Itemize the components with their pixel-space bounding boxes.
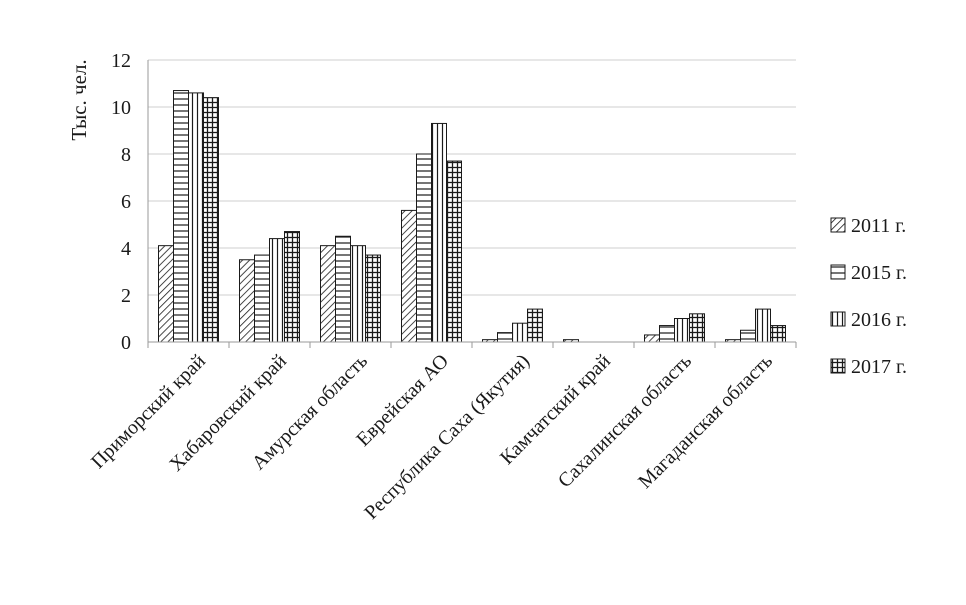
y-axis-label: Тыс. чел. <box>67 59 91 140</box>
y-tick-label: 12 <box>111 50 131 72</box>
bar-2011-2 <box>320 245 336 343</box>
legend: 2011 г. 2015 г. 2016 г. 2017 г. <box>830 215 907 378</box>
bar-2016-3 <box>431 122 447 343</box>
bar-2015-2 <box>335 235 351 343</box>
bar-2015-3 <box>416 153 432 343</box>
bar-2011-1 <box>239 259 255 343</box>
y-tick-label: 4 <box>121 238 131 260</box>
bar-2017-7 <box>770 325 786 343</box>
legend-swatch <box>830 264 846 280</box>
bar-2011-3 <box>401 209 417 343</box>
bar-2015-1 <box>254 254 270 343</box>
bar-2016-7 <box>755 308 771 343</box>
bars <box>158 90 786 343</box>
y-tick-label: 0 <box>121 332 131 354</box>
bar-2017-3 <box>446 160 462 343</box>
y-tick-label: 8 <box>121 144 131 166</box>
bar-2016-4 <box>512 322 528 343</box>
bar-2016-0 <box>188 92 204 343</box>
legend-label: 2011 г. <box>851 215 906 237</box>
bar-2017-1 <box>284 231 300 343</box>
legend-swatch <box>830 217 846 233</box>
legend-swatch <box>830 358 846 374</box>
y-tick-label: 10 <box>111 97 131 119</box>
legend-swatch <box>830 311 846 327</box>
gridlines <box>148 59 796 296</box>
bar-2017-2 <box>365 254 381 343</box>
bar-2016-1 <box>269 238 285 343</box>
y-tick-labels: 0 2 4 6 8 10 12 <box>111 50 131 354</box>
bar-2015-6 <box>659 325 675 343</box>
bar-2017-0 <box>203 97 219 343</box>
bar-2015-7 <box>740 329 756 343</box>
bar-2015-0 <box>173 90 189 343</box>
bar-2016-2 <box>350 245 366 343</box>
category-label: Сахалинская область <box>554 350 696 492</box>
legend-label: 2015 г. <box>851 262 907 284</box>
bar-2017-4 <box>527 308 543 343</box>
bar-2011-0 <box>158 245 174 343</box>
legend-label: 2017 г. <box>851 356 907 378</box>
bar-2011-6 <box>644 334 660 343</box>
legend-label: 2016 г. <box>851 309 907 331</box>
y-tick-label: 6 <box>121 191 131 213</box>
bar-2016-6 <box>674 318 690 343</box>
category-label: Республика Саха (Якутия) <box>360 350 534 524</box>
category-label: Магаданская область <box>634 350 777 493</box>
y-tick-label: 2 <box>121 285 131 307</box>
axes <box>147 60 797 348</box>
bar-2015-4 <box>497 332 513 343</box>
bar-2017-6 <box>689 313 705 343</box>
